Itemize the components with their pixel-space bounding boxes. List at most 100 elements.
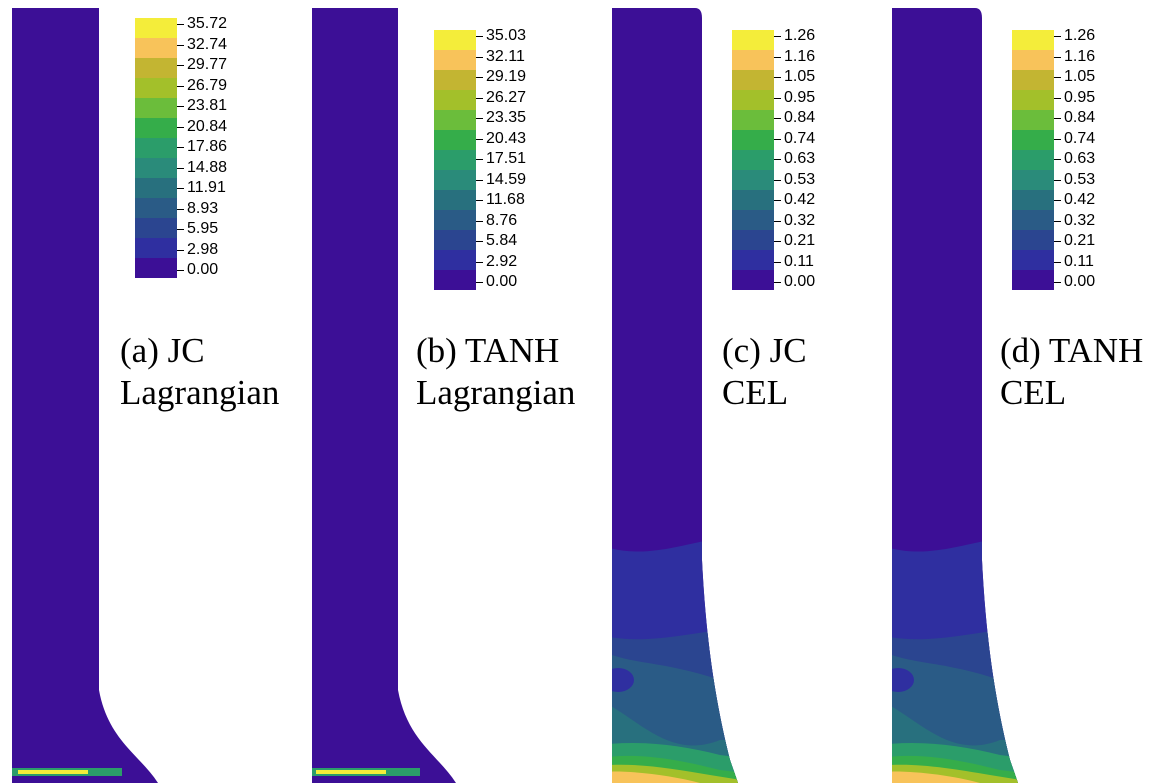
colorbar-ticks-b bbox=[476, 30, 484, 283]
colorbar-tick bbox=[1054, 118, 1061, 119]
legend-label: 17.51 bbox=[486, 150, 527, 167]
colorbar-swatch bbox=[732, 250, 774, 270]
colorbar-tick bbox=[476, 36, 483, 37]
caption-line2: Lagrangian bbox=[416, 373, 576, 412]
legend-label: 0.63 bbox=[784, 150, 816, 167]
specimen-contour-b bbox=[312, 8, 456, 783]
colorbar-tick bbox=[774, 77, 781, 78]
colorbar-tick bbox=[177, 147, 184, 148]
colorbar-legend-c: 1.26 1.16 1.05 0.95 0.84 0.74 0.63 0.53 … bbox=[732, 27, 842, 320]
colorbar-swatch bbox=[135, 18, 177, 38]
colorbar-tick bbox=[177, 249, 184, 251]
colorbar-c bbox=[732, 30, 774, 290]
specimen-contour-c bbox=[612, 8, 738, 783]
colorbar-swatch bbox=[732, 50, 774, 70]
legend-label: 20.43 bbox=[486, 129, 527, 147]
caption-line1: (c) JC bbox=[722, 331, 807, 370]
colorbar-tick bbox=[774, 56, 781, 58]
colorbar-swatch bbox=[732, 230, 774, 250]
colorbar-swatch bbox=[1012, 90, 1054, 110]
colorbar-tick bbox=[774, 261, 781, 263]
colorbar-swatch bbox=[732, 170, 774, 190]
colorbar-tick bbox=[177, 270, 184, 271]
colorbar-tick bbox=[1054, 97, 1061, 99]
panel-a: 35.72 32.74 29.77 26.79 23.81 20.84 17.8… bbox=[0, 0, 293, 783]
colorbar-swatch bbox=[434, 210, 476, 230]
panel-c: 1.26 1.16 1.05 0.95 0.84 0.74 0.63 0.53 … bbox=[600, 0, 893, 783]
legend-label: 5.84 bbox=[486, 232, 518, 249]
colorbar-swatch bbox=[1012, 270, 1054, 290]
colorbar-swatch bbox=[135, 58, 177, 78]
legend-label: 35.72 bbox=[187, 15, 228, 32]
colorbar-swatch bbox=[135, 118, 177, 138]
colorbar-swatch bbox=[434, 110, 476, 130]
colorbar-ticks-a bbox=[177, 18, 185, 271]
legend-label: 0.53 bbox=[784, 170, 816, 188]
caption-a: (a) JC Lagrangian bbox=[120, 330, 279, 414]
colorbar-swatch bbox=[135, 38, 177, 58]
legend-label: 1.26 bbox=[1064, 27, 1096, 44]
colorbar-tick bbox=[1054, 56, 1061, 58]
colorbar-tick bbox=[177, 44, 184, 46]
colorbar-swatch bbox=[434, 130, 476, 150]
colorbar-tick bbox=[177, 24, 184, 25]
panel-b: 35.03 32.11 29.19 26.27 23.35 20.43 17.5… bbox=[298, 0, 591, 783]
legend-label: 1.16 bbox=[1064, 47, 1096, 65]
colorbar-tick bbox=[177, 188, 184, 189]
panel-d: 1.26 1.16 1.05 0.95 0.84 0.74 0.63 0.53 … bbox=[880, 0, 1173, 783]
colorbar-tick bbox=[1054, 241, 1061, 242]
specimen-contour-d bbox=[892, 8, 1018, 783]
legend-label: 29.77 bbox=[187, 56, 228, 73]
colorbar-tick bbox=[1054, 261, 1061, 263]
legend-label: 2.98 bbox=[187, 240, 219, 258]
colorbar-swatch bbox=[434, 90, 476, 110]
colorbar-swatch bbox=[1012, 210, 1054, 230]
legend-label: 0.74 bbox=[784, 129, 816, 147]
colorbar-a bbox=[135, 18, 177, 278]
legend-label: 11.68 bbox=[486, 191, 525, 208]
legend-label: 0.00 bbox=[187, 261, 219, 278]
colorbar-tick bbox=[177, 106, 184, 107]
colorbar-tick bbox=[476, 200, 483, 201]
colorbar-tick bbox=[476, 56, 483, 58]
colorbar-swatch bbox=[732, 190, 774, 210]
legend-label: 0.00 bbox=[486, 273, 518, 290]
colorbar-tick bbox=[476, 77, 483, 78]
colorbar-tick bbox=[476, 241, 483, 242]
colorbar-swatch bbox=[1012, 50, 1054, 70]
colorbar-tick bbox=[476, 282, 483, 283]
colorbar-tick bbox=[1054, 179, 1061, 181]
caption-c: (c) JC CEL bbox=[722, 330, 807, 414]
colorbar-swatch bbox=[732, 70, 774, 90]
legend-label: 1.26 bbox=[784, 27, 816, 44]
legend-label: 0.63 bbox=[1064, 150, 1096, 167]
colorbar-swatch bbox=[135, 98, 177, 118]
legend-label: 0.21 bbox=[1064, 232, 1096, 249]
caption-line1: (a) JC bbox=[120, 331, 205, 370]
legend-label: 0.95 bbox=[1064, 88, 1096, 106]
colorbar-swatch bbox=[434, 50, 476, 70]
legend-label: 1.05 bbox=[1064, 68, 1096, 85]
colorbar-swatch bbox=[1012, 190, 1054, 210]
colorbar-swatch bbox=[135, 238, 177, 258]
colorbar-tick bbox=[177, 167, 184, 169]
colorbar-swatch bbox=[434, 30, 476, 50]
colorbar-ticks-d bbox=[1054, 30, 1062, 283]
colorbar-swatch bbox=[434, 170, 476, 190]
colorbar-swatch bbox=[434, 270, 476, 290]
colorbar-swatch bbox=[135, 78, 177, 98]
colorbar-ticks-c bbox=[774, 30, 782, 283]
colorbar-swatch bbox=[135, 178, 177, 198]
colorbar-tick bbox=[774, 179, 781, 181]
colorbar-tick bbox=[774, 200, 781, 201]
colorbar-tick bbox=[177, 229, 184, 230]
colorbar-legend-b: 35.03 32.11 29.19 26.27 23.35 20.43 17.5… bbox=[434, 28, 544, 320]
colorbar-legend-a: 35.72 32.74 29.77 26.79 23.81 20.84 17.8… bbox=[135, 15, 245, 308]
colorbar-tick bbox=[774, 138, 781, 140]
colorbar-tick bbox=[177, 85, 184, 87]
legend-label: 23.35 bbox=[486, 109, 527, 126]
legend-label: 17.86 bbox=[187, 138, 228, 155]
caption-line2: CEL bbox=[722, 373, 789, 412]
legend-label: 14.88 bbox=[187, 158, 228, 176]
colorbar-tick bbox=[774, 241, 781, 242]
